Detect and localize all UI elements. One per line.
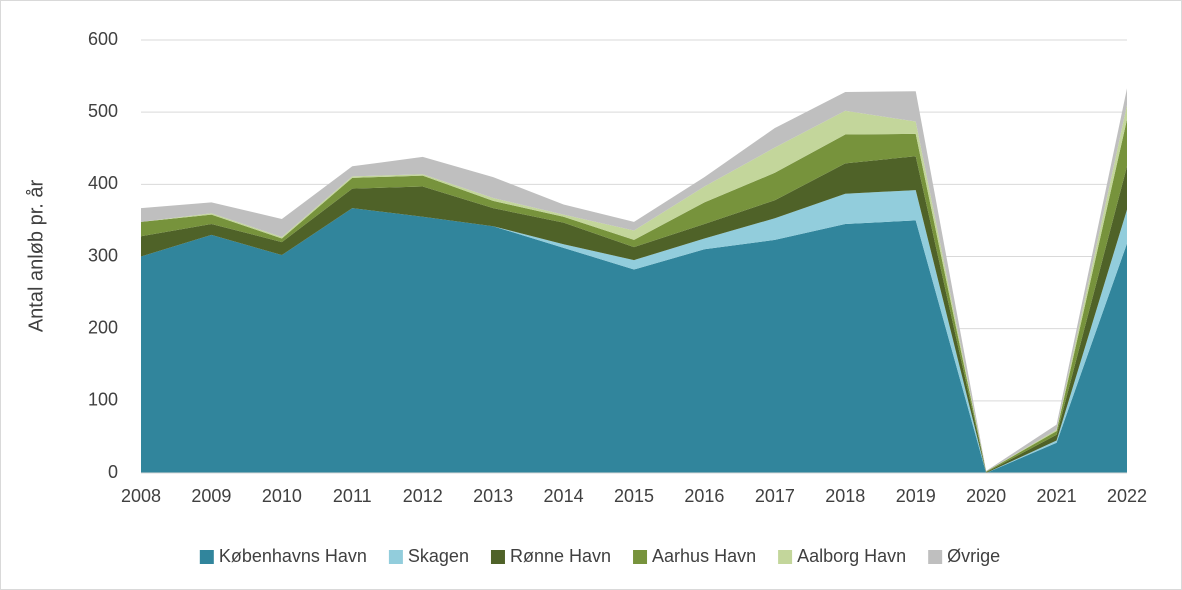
x-tick-label: 2009 [191,486,231,506]
x-tick-label: 2022 [1107,486,1147,506]
x-tick-label: 2010 [262,486,302,506]
x-tick-label: 2011 [333,486,372,506]
legend-swatch [199,550,214,564]
legend-label: Københavns Havn [219,546,367,566]
legend-swatch [490,550,505,564]
y-tick-label: 200 [88,317,118,337]
y-tick-label: 300 [88,245,118,265]
legend-swatch [778,550,793,564]
x-tick-label: 2017 [755,486,795,506]
area [141,208,1127,474]
y-tick-label: 600 [88,29,118,49]
x-tick-label: 2012 [403,486,443,506]
x-tick-label: 2019 [896,486,936,506]
legend-swatch [928,550,943,564]
legend-label: Øvrige [947,546,1000,566]
x-tick-label: 2021 [1037,486,1077,506]
x-tick-label: 2015 [614,486,654,506]
y-tick-label: 100 [88,390,118,410]
legend-swatch [633,550,648,564]
y-tick-label: 500 [88,101,118,121]
y-axis-label: Antal anløb pr. år [25,180,47,333]
legend-label: Rønne Havn [510,546,611,566]
legend-label: Aalborg Havn [797,546,906,566]
x-tick-label: 2008 [121,486,161,506]
x-tick-label: 2020 [966,486,1006,506]
x-tick-label: 2016 [684,486,724,506]
legend-label: Skagen [408,546,469,566]
x-tick-label: 2018 [825,486,865,506]
x-tick-label: 2013 [473,486,513,506]
legend-swatch [388,550,403,564]
x-tick-label: 2014 [544,486,584,506]
y-tick-label: 400 [88,173,118,193]
legend-label: Aarhus Havn [652,546,756,566]
y-tick-label: 0 [108,462,118,482]
